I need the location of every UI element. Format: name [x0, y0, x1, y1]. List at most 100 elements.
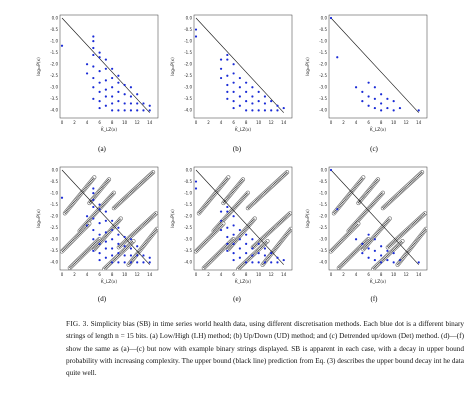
y-tick-label: -0.5 [319, 179, 327, 184]
x-tick-label: 10 [391, 120, 397, 125]
data-point [98, 208, 101, 211]
upper-bound-line [330, 169, 419, 265]
data-point [251, 247, 254, 250]
data-point [232, 215, 235, 218]
x-tick-label: 8 [380, 272, 383, 277]
y-tick-label: -4.0 [184, 260, 192, 265]
data-point [123, 235, 126, 239]
data-point [111, 238, 114, 241]
data-point [238, 76, 241, 80]
x-tick-label: 6 [232, 120, 235, 125]
x-tick-label: 8 [245, 272, 248, 277]
data-point [194, 28, 198, 31]
data-point [257, 242, 260, 246]
x-tick-label: 6 [98, 120, 101, 125]
data-point [219, 219, 223, 222]
plot-frame [59, 14, 159, 119]
data-point [60, 196, 64, 199]
y-tick-label: -1.0 [50, 38, 58, 43]
y-tick-label: -1.5 [319, 202, 327, 207]
data-point [232, 258, 235, 262]
y-tick-label: 0.0 [186, 15, 193, 20]
data-point [238, 104, 241, 107]
plot-frame [193, 14, 293, 119]
data-point [104, 247, 107, 250]
data-point [111, 102, 114, 105]
data-point [226, 226, 229, 229]
data-point [117, 261, 120, 264]
data-point [276, 261, 279, 264]
y-axis-label: log₁₀P(x) [36, 57, 42, 76]
data-point [117, 109, 120, 112]
data-point [98, 258, 101, 262]
y-axis-label: log₁₀P(x) [305, 209, 311, 228]
data-point [361, 252, 364, 255]
data-point [136, 261, 139, 264]
data-point [104, 240, 107, 243]
data-point [232, 224, 235, 227]
data-point [263, 95, 267, 98]
data-point [85, 224, 89, 227]
data-point [92, 53, 95, 57]
data-point [98, 242, 101, 246]
data-point [111, 86, 114, 89]
y-tick-label: -2.0 [184, 213, 192, 218]
data-point [367, 233, 370, 236]
data-point [92, 39, 95, 43]
data-point [92, 76, 95, 80]
data-point [251, 238, 254, 241]
data-point [238, 95, 241, 98]
data-point [226, 74, 229, 77]
data-point [386, 249, 389, 252]
data-point [104, 104, 107, 107]
data-point [104, 256, 107, 259]
data-point [373, 106, 376, 110]
panel-b: 0 2 4 6 8 10 12 14 0.0 -0.5 -1.0 -1.5 -2.0 -2.5 -3.0 -3… [170, 14, 293, 133]
data-point [238, 238, 241, 241]
data-point [142, 254, 145, 257]
x-tick-label: 12 [404, 120, 410, 125]
data-point [142, 261, 145, 264]
data-point [111, 228, 114, 232]
y-tick-label: -4.0 [50, 260, 58, 265]
data-point [104, 210, 107, 213]
data-point [129, 102, 133, 105]
data-point [361, 90, 364, 94]
data-point [373, 86, 376, 89]
y-tick-label: -1.0 [319, 38, 327, 43]
data-point [232, 233, 235, 236]
y-tick-label: -2.0 [319, 61, 327, 66]
y-axis-label: log₁₀P(x) [170, 209, 176, 228]
data-point [123, 245, 126, 248]
y-tick-label: -3.0 [50, 85, 58, 90]
data-point [104, 219, 107, 222]
panel-d: 0 2 4 6 8 10 12 14 0.0 -0.5 -1.0 -1.5 -2.0 -2.5 -3.0 -3… [36, 166, 159, 285]
x-axis-label: K̃_LZ(x) [370, 278, 387, 285]
x-tick-label: 14 [281, 120, 287, 125]
x-tick-label: 8 [111, 272, 114, 277]
x-tick-label: 6 [232, 272, 235, 277]
x-axis-label: K̃_LZ(x) [101, 126, 118, 133]
data-point [276, 109, 279, 112]
data-point [251, 86, 254, 89]
y-tick-label: -2.5 [50, 225, 58, 230]
data-point [417, 261, 420, 264]
x-tick-label: 2 [73, 120, 76, 125]
data-point [194, 180, 198, 183]
data-point [219, 210, 223, 213]
x-tick-label: 0 [61, 120, 64, 125]
data-point [98, 90, 101, 94]
data-point [398, 258, 402, 262]
data-point [142, 102, 145, 105]
x-tick-label: 12 [269, 120, 275, 125]
x-tick-label: 2 [73, 272, 76, 277]
data-point [226, 53, 229, 57]
data-point [117, 74, 120, 77]
figure-3: 0 2 4 6 8 10 12 14 0.0 -0.5 -1.0 -1.5 -2.0 -2.5 -3.0 -3… [36, 14, 428, 303]
data-point [92, 198, 95, 202]
data-point [270, 109, 273, 112]
y-tick-label: -0.5 [319, 27, 327, 32]
upper-bound-line [61, 17, 150, 113]
data-point [92, 65, 95, 68]
data-point [270, 261, 273, 264]
